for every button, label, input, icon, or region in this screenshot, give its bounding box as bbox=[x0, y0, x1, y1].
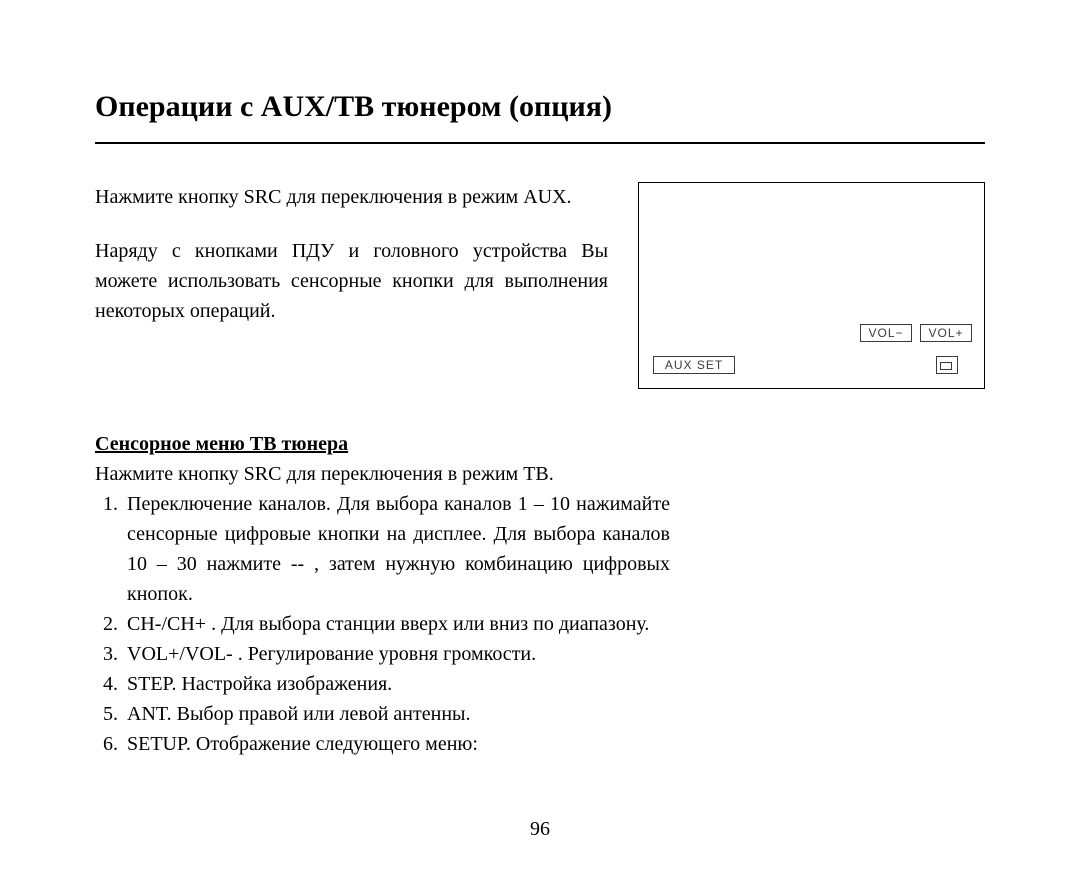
top-row: Нажмите кнопку SRC для переключения в ре… bbox=[95, 182, 985, 389]
tv-tuner-section: Сенсорное меню ТВ тюнера Нажмите кнопку … bbox=[95, 429, 670, 759]
intro-text: Нажмите кнопку SRC для переключения в ре… bbox=[95, 182, 608, 350]
list-item: STEP. Настройка изображения. bbox=[123, 669, 670, 699]
list-item: SETUP. Отображение следующего меню: bbox=[123, 729, 670, 759]
intro-p1: Нажмите кнопку SRC для переключения в ре… bbox=[95, 182, 608, 212]
tv-tuner-heading: Сенсорное меню ТВ тюнера bbox=[95, 429, 670, 459]
page-title: Операции с AUX/ТВ тюнером (опция) bbox=[95, 90, 985, 124]
vol-plus-button: VOL+ bbox=[920, 324, 972, 342]
aux-set-button: AUX SET bbox=[653, 356, 735, 374]
title-rule bbox=[95, 142, 985, 144]
list-item: VOL+/VOL- . Регулирование уровня громкос… bbox=[123, 639, 670, 669]
list-item: Переключение каналов. Для выбора каналов… bbox=[123, 489, 670, 609]
list-item: CH-/CH+ . Для выбора станции вверх или в… bbox=[123, 609, 670, 639]
tv-tuner-list: Переключение каналов. Для выбора каналов… bbox=[95, 489, 670, 759]
vol-minus-button: VOL− bbox=[860, 324, 912, 342]
page-number: 96 bbox=[0, 818, 1080, 841]
tv-tuner-lead: Нажмите кнопку SRC для переключения в ре… bbox=[95, 459, 670, 489]
manual-page: Операции с AUX/ТВ тюнером (опция) Нажмит… bbox=[0, 0, 1080, 883]
return-icon bbox=[940, 362, 952, 370]
return-icon-button bbox=[936, 356, 958, 374]
list-item: ANT. Выбор правой или левой антенны. bbox=[123, 699, 670, 729]
intro-p2: Наряду с кнопками ПДУ и головного устрой… bbox=[95, 236, 608, 326]
aux-screen-illustration: VOL− VOL+ AUX SET bbox=[638, 182, 985, 389]
